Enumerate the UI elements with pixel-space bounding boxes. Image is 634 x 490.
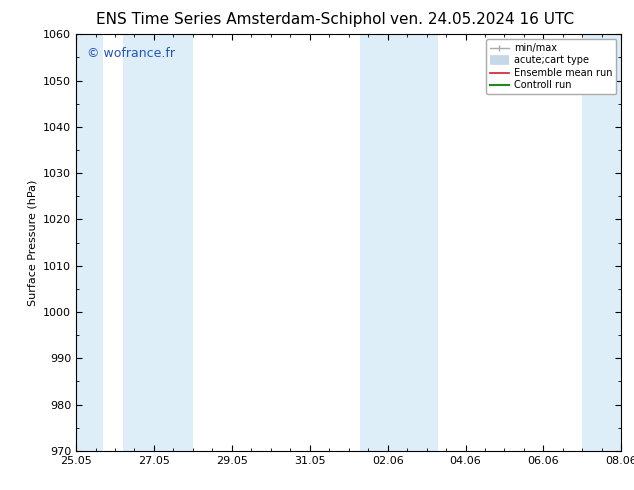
Bar [76,34,103,451]
Text: ven. 24.05.2024 16 UTC: ven. 24.05.2024 16 UTC [390,12,574,27]
Text: ENS Time Series Amsterdam-Schiphol: ENS Time Series Amsterdam-Schiphol [96,12,386,27]
Text: © wofrance.fr: © wofrance.fr [87,47,175,60]
Bar [360,34,438,451]
Y-axis label: Surface Pressure (hPa): Surface Pressure (hPa) [27,179,37,306]
Bar [583,34,634,451]
Bar [123,34,193,451]
Legend: min/max, acute;cart type, Ensemble mean run, Controll run: min/max, acute;cart type, Ensemble mean … [486,39,616,94]
